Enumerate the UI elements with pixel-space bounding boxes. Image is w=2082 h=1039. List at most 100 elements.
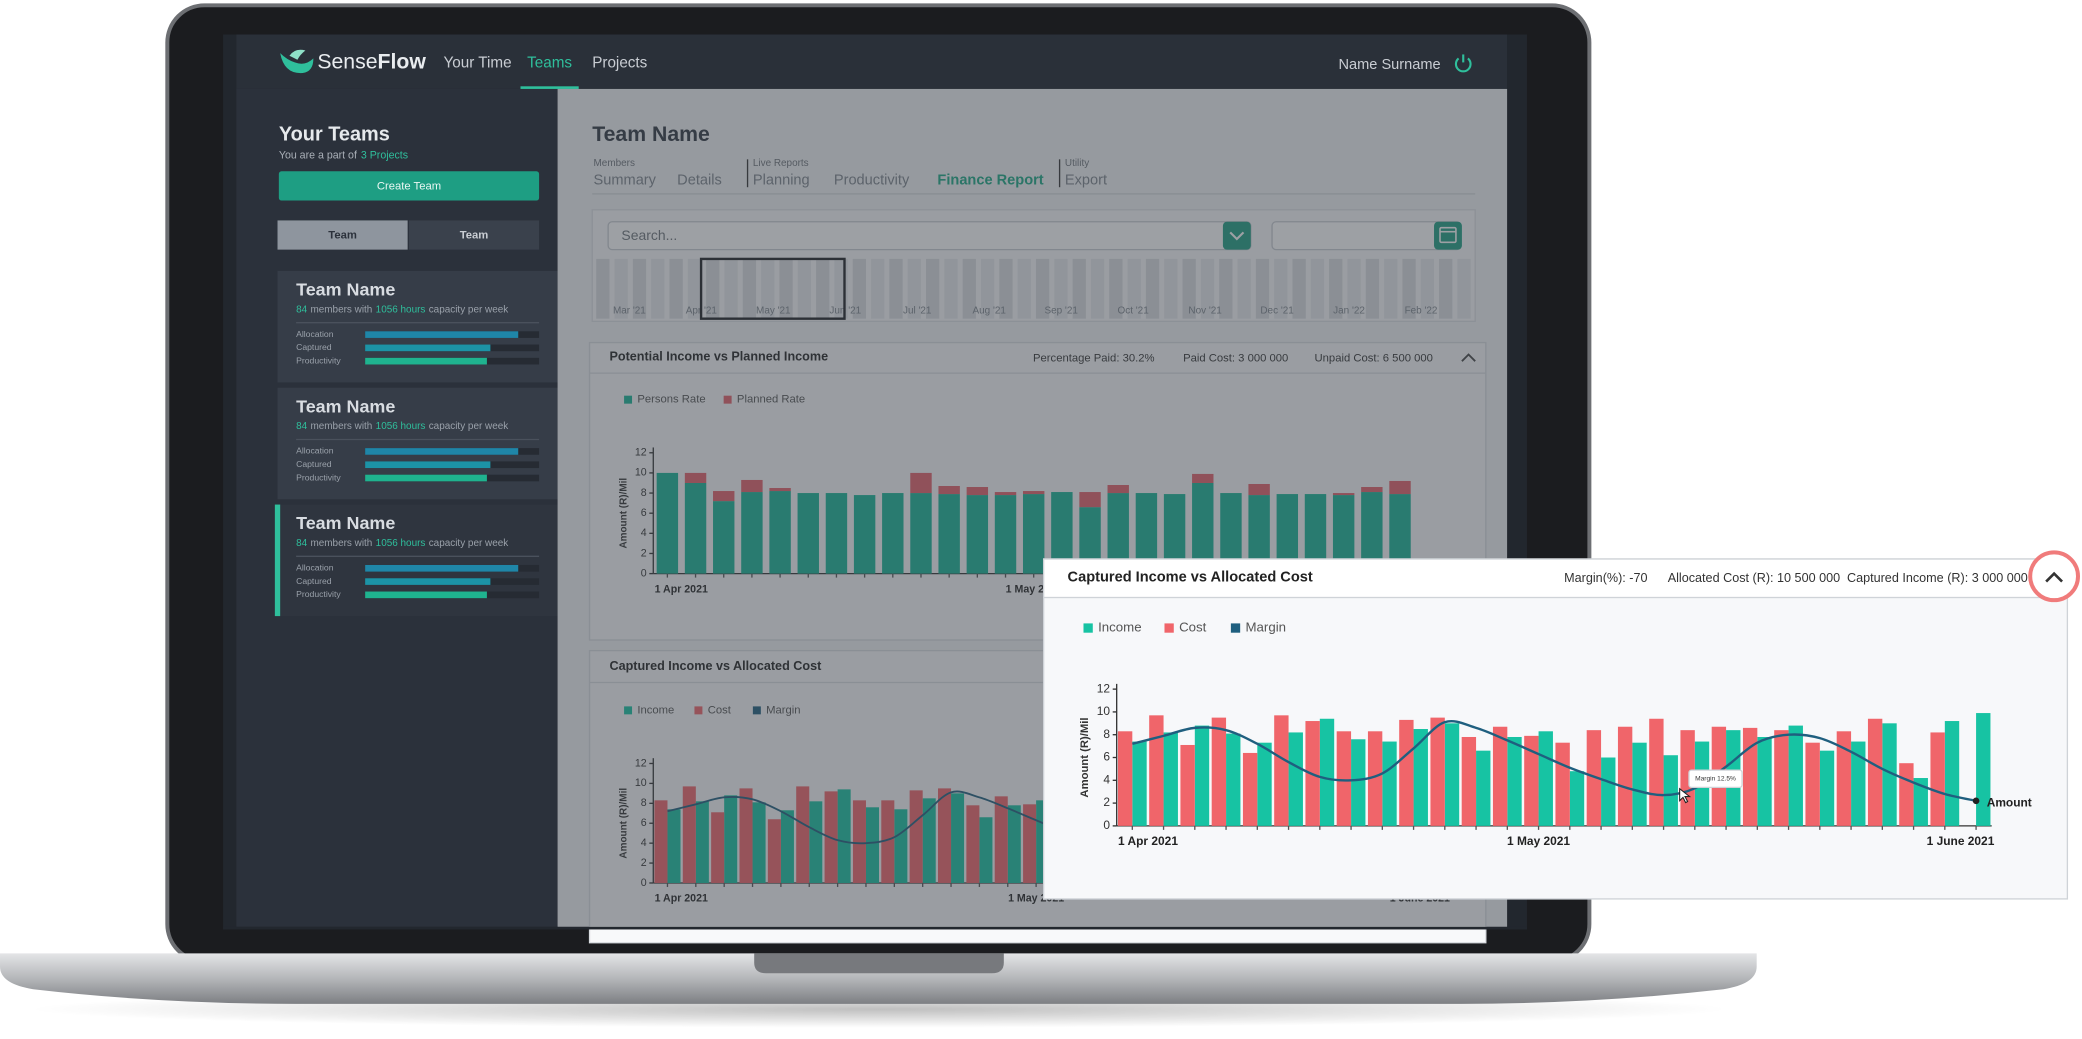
y-tick-label: 4 [1103, 772, 1110, 786]
bar [1430, 717, 1445, 826]
capacity-part: 84 [296, 304, 308, 315]
y-tick-label: 0 [1103, 818, 1110, 832]
bar [1788, 725, 1803, 826]
bar [1774, 730, 1789, 826]
popup-close[interactable] [2028, 550, 2080, 603]
team-capacity: 84 members with 1056 hours capacity per wee… [296, 538, 508, 549]
team-toggle: Team Team [277, 220, 540, 250]
bar [1274, 715, 1289, 826]
metric-label: Captured [296, 576, 332, 586]
bar [1336, 731, 1352, 826]
nav-bar [236, 34, 1508, 89]
nav-item[interactable]: Teams [527, 55, 572, 72]
chart-stat: Allocated Cost (R): 10 500 000 [1668, 571, 1840, 585]
capacity-part: members with [310, 421, 372, 432]
bar [1413, 729, 1428, 826]
metric-bar [365, 578, 491, 585]
line-end-label: Amount [1987, 796, 2032, 810]
brand-a: Sense [317, 49, 377, 73]
legend-swatch [1164, 623, 1174, 633]
capacity-part: 1056 hours [376, 304, 426, 315]
bar [1663, 755, 1678, 826]
bar [1867, 718, 1883, 826]
chart-title: Captured Income vs Allocated Cost [1068, 569, 1313, 585]
team-card[interactable]: Team Name 84 members with 1056 hours capacit… [277, 387, 558, 500]
capacity-part: capacity per week [429, 304, 509, 315]
projects-link[interactable]: 3 Projects [361, 149, 408, 161]
capacity-part: 1056 hours [376, 538, 426, 549]
bar [1319, 718, 1335, 826]
metric-bar [365, 591, 487, 599]
y-tick-label: 8 [1103, 727, 1110, 741]
bar [1194, 725, 1210, 826]
metric-label: Allocation [296, 446, 334, 456]
line-series [1132, 720, 1977, 802]
close-ring [2028, 550, 2080, 603]
capacity-part: members with [310, 538, 372, 549]
power-icon [1454, 57, 1472, 73]
bar [1149, 715, 1164, 826]
bar [1586, 730, 1602, 826]
legend-swatch [1230, 623, 1241, 633]
x-tick-label: 1 June 2021 [1927, 834, 1995, 848]
cursor [1679, 787, 1692, 804]
bar [1492, 726, 1508, 826]
power-button[interactable] [1454, 54, 1472, 73]
bar [1226, 733, 1241, 826]
team-card[interactable]: Team Name 84 members with 1056 hours capacit… [274, 504, 558, 617]
y-tick-label: 10 [1097, 704, 1111, 718]
metric-label: Captured [296, 342, 332, 352]
nav-item[interactable]: Projects [592, 55, 647, 72]
metric-bar [365, 474, 487, 482]
team-capacity: 84 members with 1056 hours capacity per wee… [296, 421, 508, 432]
bar [1899, 763, 1914, 826]
toggle-option[interactable]: Team [328, 230, 357, 242]
capacity-part: capacity per week [429, 538, 509, 549]
team-name: Team Name [296, 513, 395, 533]
bar [1507, 736, 1522, 826]
bar [1851, 741, 1866, 826]
bar [1944, 721, 1960, 826]
button-label: Create Team [377, 181, 441, 193]
team-name: Team Name [296, 280, 395, 300]
bar [1288, 732, 1303, 826]
nav-item[interactable]: Your Time [443, 55, 511, 72]
team-name: Team Name [296, 396, 395, 416]
laptop-base [0, 953, 1757, 1004]
metric-label: Productivity [296, 589, 341, 599]
line-end-dot [1972, 797, 1980, 805]
button-bg [278, 171, 540, 201]
bar [1444, 723, 1460, 826]
screen-edge [223, 926, 1527, 930]
create-team-button[interactable]: Create Team [278, 171, 540, 201]
legend-label: Income [1098, 620, 1142, 635]
metric-label: Productivity [296, 355, 341, 365]
bar [1882, 723, 1897, 826]
tooltip-text: Margin 12.5% [1695, 776, 1736, 783]
toggle-option[interactable]: Team [460, 230, 489, 242]
metric-bar [365, 344, 491, 352]
metric-bar [365, 331, 519, 338]
capacity-part: 1056 hours [376, 421, 426, 432]
brand-b: Flow [378, 49, 427, 73]
bar [1569, 771, 1585, 826]
bar [1163, 732, 1178, 826]
y-tick-label: 12 [1097, 681, 1111, 695]
y-tick-label: 6 [1103, 750, 1110, 764]
popup-header [1042, 558, 2069, 599]
team-card[interactable]: Team Name 84 members with 1056 hours capacit… [277, 270, 558, 383]
bar [1132, 741, 1147, 826]
sidebar-title: Your Teams [279, 124, 390, 146]
user-name[interactable]: Name Surname [1338, 57, 1440, 73]
tooltip-bg [1688, 769, 1743, 789]
bar [1382, 741, 1397, 826]
y-axis-label: Amount (R)/Mil [1079, 717, 1091, 797]
metric-label: Captured [296, 459, 332, 469]
team-capacity: 84 members with 1056 hours capacity per wee… [296, 304, 508, 315]
bar [1351, 739, 1366, 826]
bar [1976, 713, 1991, 826]
sidebar-subtitle: You are a part of 3 Projects [279, 149, 408, 161]
metric-bar [365, 357, 487, 365]
bar [1524, 735, 1539, 826]
brand: SenseFlow [317, 49, 426, 73]
